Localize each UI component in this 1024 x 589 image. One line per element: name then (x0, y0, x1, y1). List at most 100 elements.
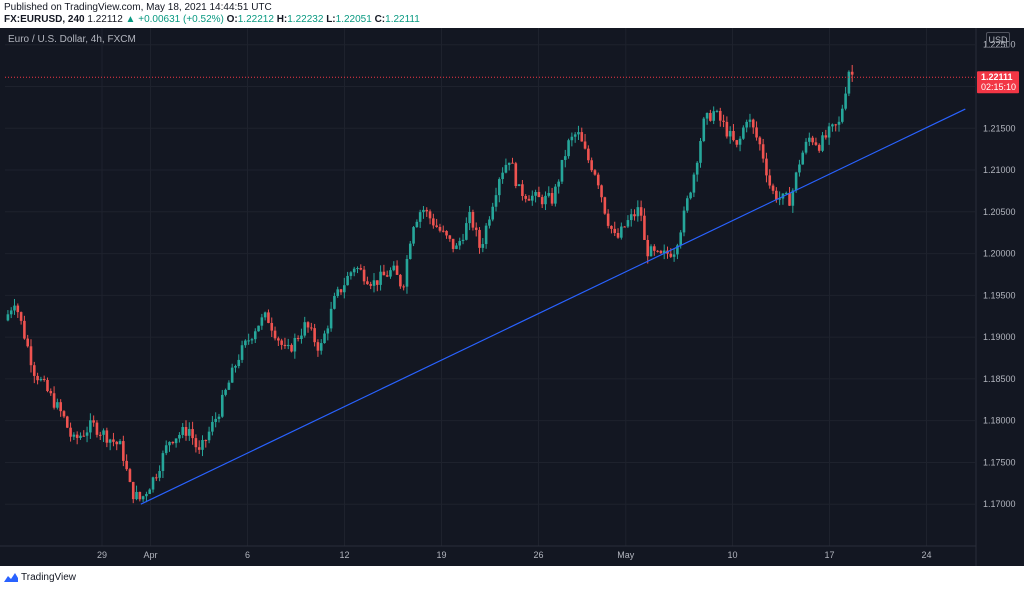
candle-body (573, 134, 577, 137)
candle-body (484, 225, 488, 245)
candle-body (323, 333, 326, 344)
x-tick-label: May (617, 550, 635, 560)
candle-body (72, 434, 76, 437)
candle-body (498, 179, 501, 196)
trendline[interactable] (140, 108, 966, 505)
tradingview-logo: TradingView (4, 572, 76, 583)
candle-body (633, 214, 636, 217)
candle-body (455, 245, 458, 249)
candle-body (557, 181, 560, 187)
candle-body (587, 148, 590, 161)
candle-body (798, 164, 801, 173)
candle-body (626, 220, 630, 227)
candle-body (336, 289, 340, 297)
candle-body (685, 198, 689, 211)
candle-body (286, 344, 290, 347)
candle-body (695, 162, 699, 175)
candle-body (46, 379, 49, 392)
candle-body (788, 192, 791, 206)
candle-body (56, 402, 59, 408)
candle-body (6, 314, 10, 321)
candle-body (824, 135, 828, 138)
candle-body (682, 210, 686, 233)
candle-body (372, 280, 376, 286)
candle-body (831, 124, 834, 127)
candle-body (474, 227, 478, 230)
candle-body (511, 162, 514, 164)
x-tick-label: 26 (533, 550, 543, 560)
x-tick-label: 10 (727, 550, 737, 560)
candle-body (629, 214, 633, 221)
candle-body (346, 275, 349, 286)
chart-area[interactable]: 1.17000 1.17500 1.18000 1.18500 1.19000 1.195… (0, 28, 1024, 566)
tradingview-brand: TradingView (21, 572, 77, 583)
y-tick-label: 1.21000 (983, 165, 1016, 175)
candle-body (402, 286, 405, 288)
candle-body (52, 393, 56, 408)
candle-body (699, 141, 702, 163)
candle-body (234, 366, 237, 368)
candle-body (527, 198, 531, 201)
candle-body (125, 460, 128, 470)
candle-body (435, 225, 438, 227)
candle-body (122, 441, 125, 461)
candle-body (62, 411, 66, 417)
close-value: 1.22111 (385, 14, 420, 25)
candle-body (128, 469, 132, 482)
candle-body (761, 144, 765, 159)
symbol-label: FX:EURUSD, 240 (4, 14, 85, 25)
candle-body (240, 345, 244, 360)
candle-body (837, 121, 841, 125)
price-chart[interactable]: 1.17000 1.17500 1.18000 1.18500 1.19000 1.195… (0, 28, 1024, 566)
candle-body (656, 250, 659, 252)
candle-body (244, 340, 247, 346)
candle-body (758, 137, 762, 145)
currency-button[interactable]: USD (986, 32, 1010, 48)
candle-body (768, 175, 772, 186)
candle-body (438, 226, 442, 231)
candle-body (171, 441, 175, 444)
candle-body (168, 441, 171, 446)
candle-body (514, 163, 518, 186)
x-tick-label: 12 (339, 550, 349, 560)
candle-body (270, 322, 274, 331)
instrument-legend: Euro / U.S. Dollar, 4h, FXCM (8, 34, 136, 45)
candle-body (771, 185, 775, 191)
candle-body (672, 254, 676, 257)
candle-body (715, 110, 719, 112)
candle-body (19, 312, 23, 321)
candle-body (465, 223, 468, 240)
candle-body (131, 481, 135, 500)
y-tick-label: 1.19500 (983, 290, 1016, 300)
y-tick-label: 1.19000 (983, 332, 1016, 342)
candle-body (521, 184, 524, 196)
candle-body (39, 378, 43, 381)
candle-body (408, 243, 412, 259)
candle-body (422, 209, 425, 213)
candle-body (191, 429, 194, 439)
candle-body (112, 439, 115, 442)
y-tick-label: 1.17500 (983, 457, 1016, 467)
candle-body (616, 232, 620, 238)
candle-body (821, 135, 824, 151)
candle-body (844, 93, 847, 109)
x-tick-label: 29 (97, 550, 107, 560)
candle-body (13, 305, 16, 311)
candle-body (178, 434, 181, 439)
candle-body (689, 192, 692, 199)
candle-body (369, 284, 372, 286)
low-label: L: (326, 14, 336, 25)
candle-body (725, 121, 729, 137)
candle-body (560, 159, 564, 182)
candle-body (92, 420, 95, 423)
candle-body (811, 137, 814, 143)
candle-body (596, 174, 600, 186)
candle-body (250, 339, 254, 341)
candle-body (606, 213, 610, 226)
candle-body (277, 338, 280, 341)
candle-body (646, 239, 650, 257)
candle-body (534, 192, 537, 196)
candle-body (418, 212, 422, 222)
candle-body (524, 195, 527, 199)
y-tick-label: 1.20500 (983, 207, 1016, 217)
